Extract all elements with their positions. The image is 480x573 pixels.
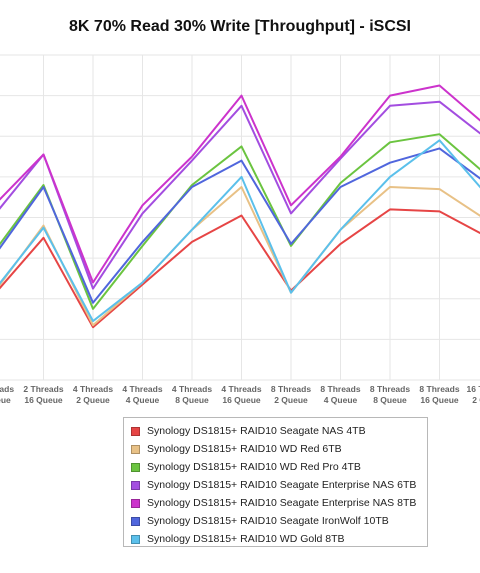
legend-swatch xyxy=(131,462,140,472)
legend: Synology DS1815+ RAID10 Seagate NAS 4TB S… xyxy=(123,417,428,547)
legend-item-1: Synology DS1815+ RAID10 Seagate NAS 4TB xyxy=(124,422,427,440)
x-tick-label: 8 Threads 4 Queue xyxy=(320,384,360,405)
x-tick-label: 4 Threads 4 Queue xyxy=(122,384,162,405)
legend-label: Synology DS1815+ RAID10 WD Red 6TB xyxy=(147,443,342,455)
legend-swatch xyxy=(131,480,140,490)
legend-label: Synology DS1815+ RAID10 Seagate IronWolf… xyxy=(147,515,389,527)
series-line-3 xyxy=(0,133,480,310)
legend-item-3: Synology DS1815+ RAID10 WD Red Pro 4TB xyxy=(124,458,427,476)
legend-label: Synology DS1815+ RAID10 Seagate Enterpri… xyxy=(147,479,417,491)
legend-swatch xyxy=(131,516,140,526)
legend-item-6: Synology DS1815+ RAID10 Seagate IronWolf… xyxy=(124,512,427,530)
series-line-6 xyxy=(0,147,480,304)
x-tick-label: 2 Threads 16 Queue xyxy=(23,384,63,405)
legend-swatch xyxy=(131,444,140,454)
legend-item-2: Synology DS1815+ RAID10 WD Red 6TB xyxy=(124,440,427,458)
legend-label: Synology DS1815+ RAID10 WD Gold 8TB xyxy=(147,533,345,545)
chart-title: 8K 70% Read 30% Write [Throughput] - iSC… xyxy=(69,18,411,35)
legend-item-7: Synology DS1815+ RAID10 WD Gold 8TB xyxy=(124,530,427,548)
x-tick-label: 4 Threads 16 Queue xyxy=(221,384,261,405)
legend-label: Synology DS1815+ RAID10 Seagate NAS 4TB xyxy=(147,425,366,437)
legend-swatch xyxy=(131,426,140,436)
series-line-7 xyxy=(0,139,480,323)
x-tick-label: 4 Threads 8 Queue xyxy=(172,384,212,405)
series-line-4 xyxy=(0,100,480,290)
x-tick-label: 8 Threads 8 Queue xyxy=(370,384,410,405)
legend-label: Synology DS1815+ RAID10 Seagate Enterpri… xyxy=(147,497,417,509)
x-tick-label: 4 Threads 2 Queue xyxy=(73,384,113,405)
series-line-1 xyxy=(0,208,480,329)
legend-item-5: Synology DS1815+ RAID10 Seagate Enterpri… xyxy=(124,494,427,512)
legend-item-4: Synology DS1815+ RAID10 Seagate Enterpri… xyxy=(124,476,427,494)
series-line-5 xyxy=(0,84,480,284)
x-tick-label: 8 Threads 16 Queue xyxy=(419,384,459,405)
legend-label: Synology DS1815+ RAID10 WD Red Pro 4TB xyxy=(147,461,361,473)
x-tick-label: 8 Threads 2 Queue xyxy=(271,384,311,405)
legend-swatch xyxy=(131,498,140,508)
series-lines xyxy=(0,84,480,329)
legend-swatch xyxy=(131,534,140,544)
